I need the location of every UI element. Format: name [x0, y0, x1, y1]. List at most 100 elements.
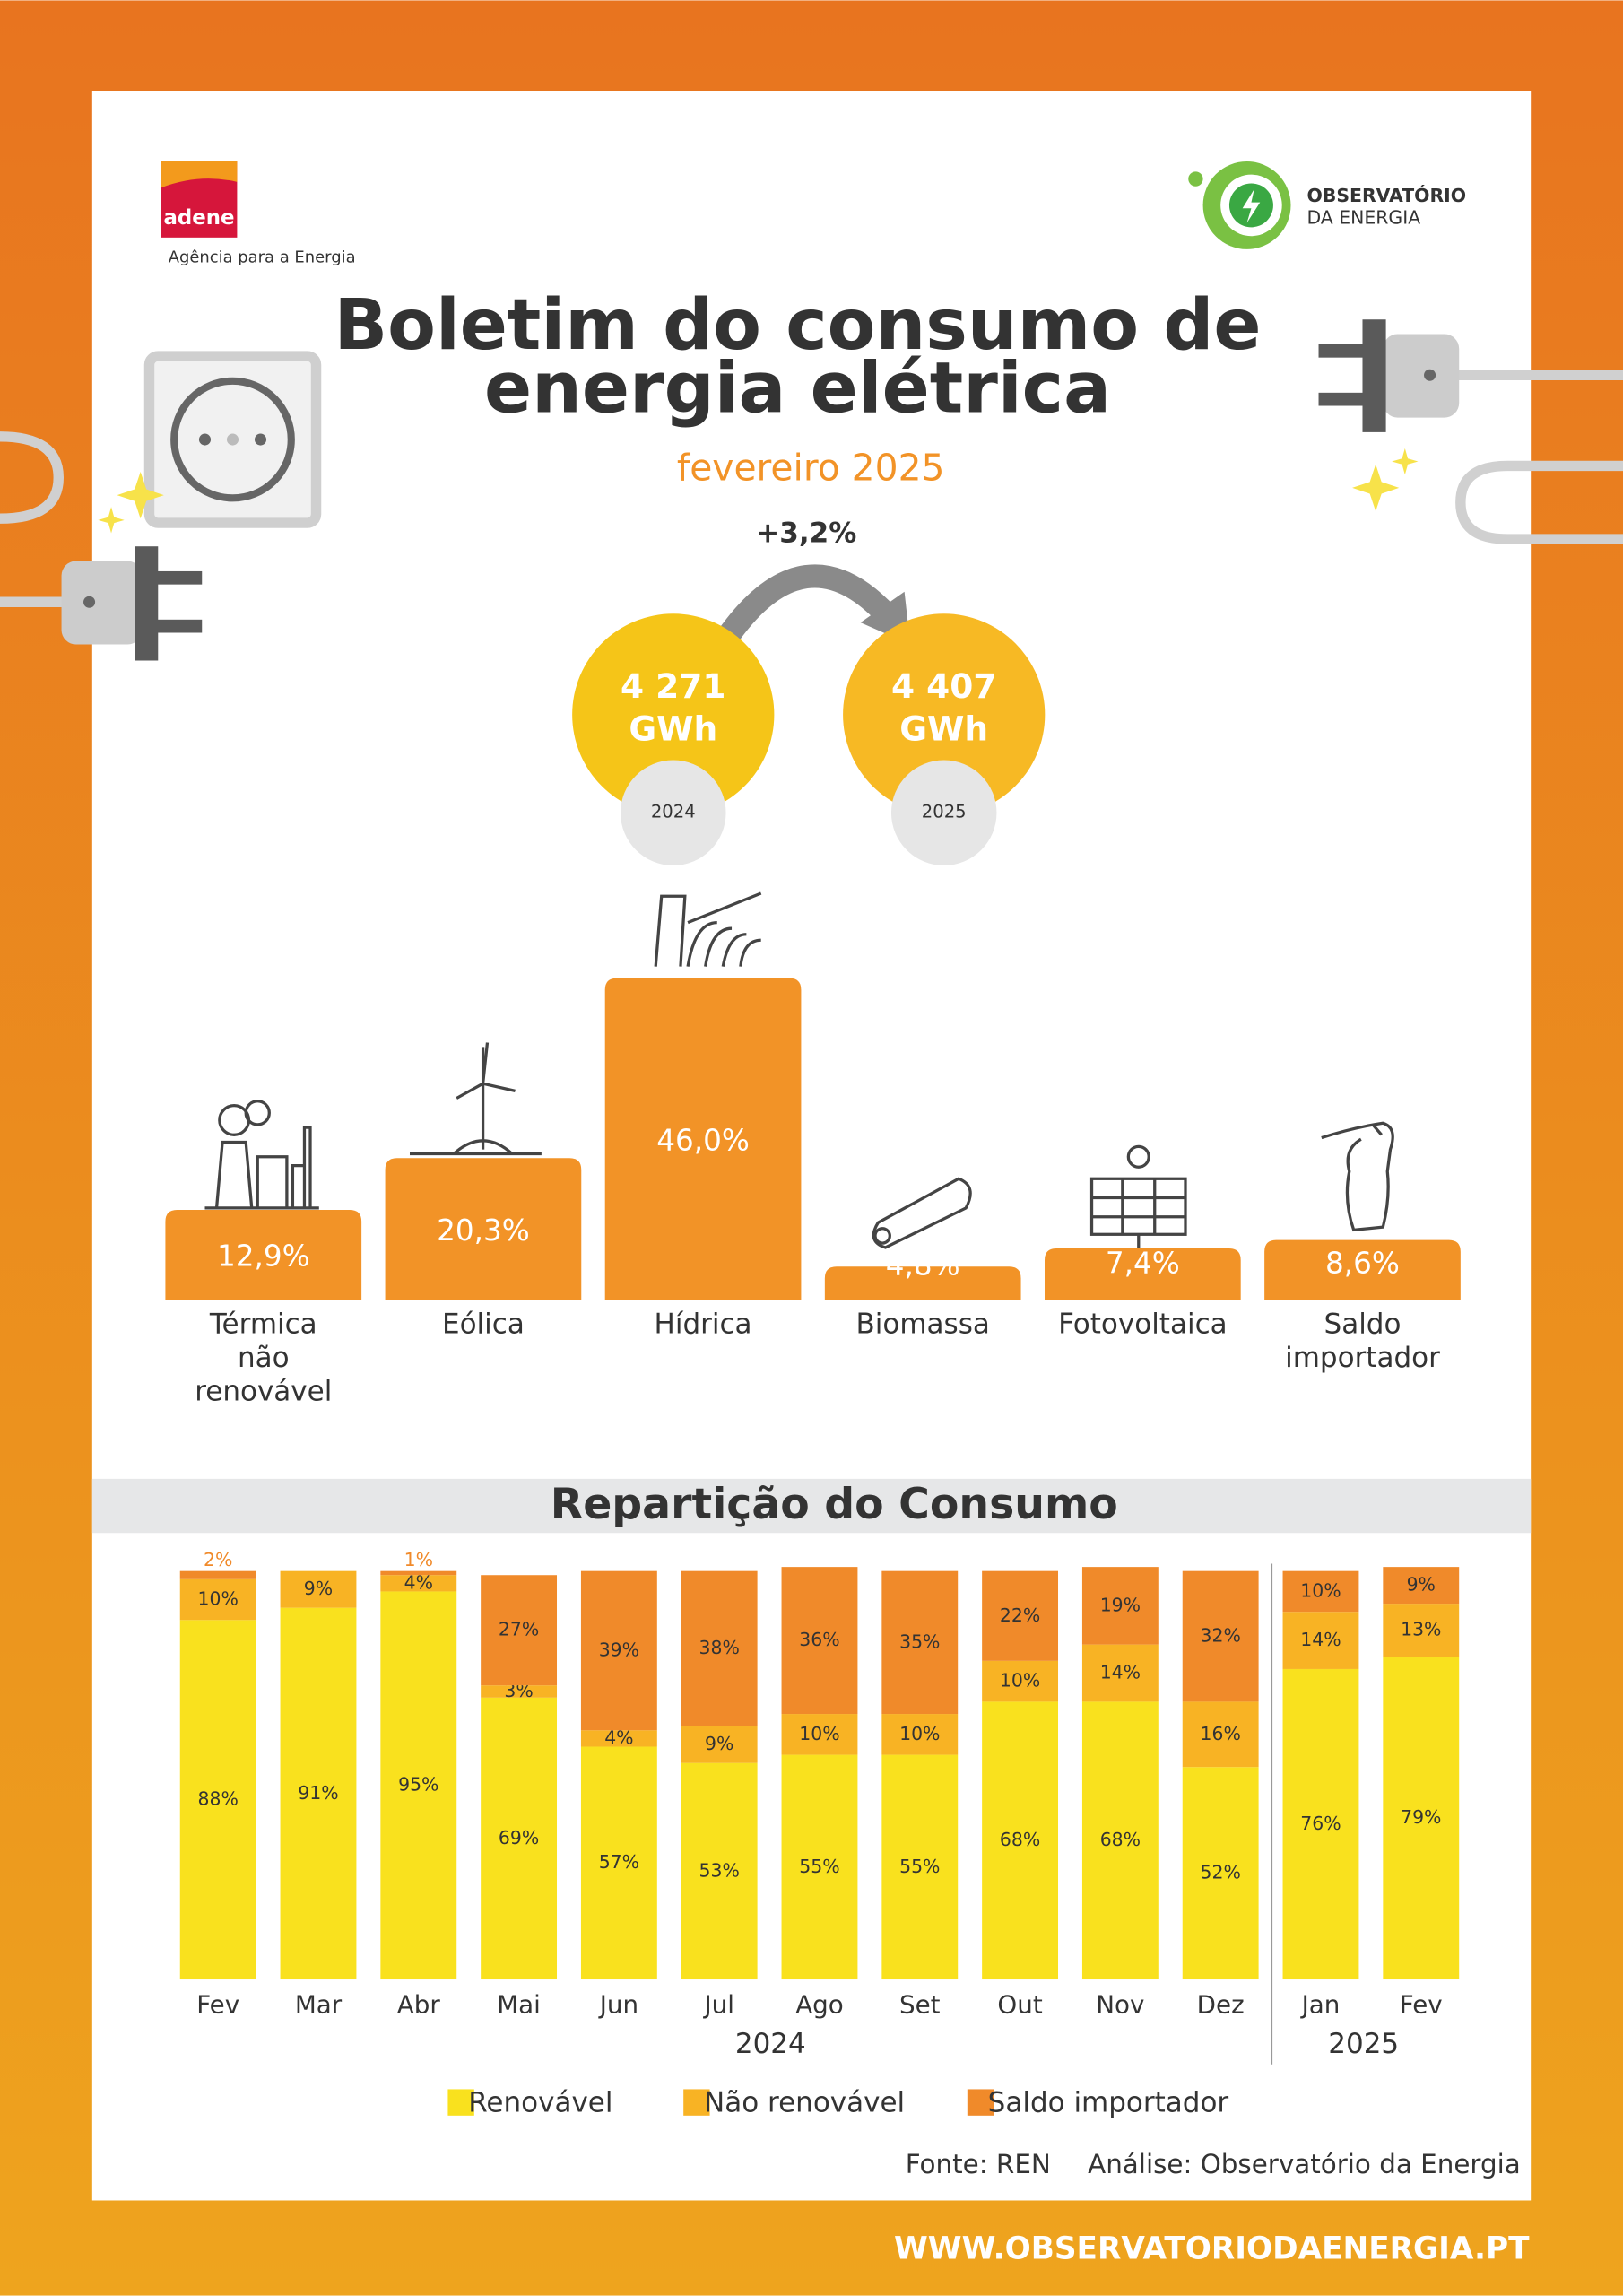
- category-label-line: Eólica: [442, 1308, 525, 1340]
- data-label: 46,0%: [656, 1123, 750, 1157]
- data-label: 10%: [198, 1588, 239, 1610]
- data-label: 4%: [604, 1726, 633, 1748]
- data-label: 12,9%: [217, 1239, 310, 1274]
- x-tick-label: Mar: [295, 1989, 343, 2019]
- legend-label: Saldo importador: [988, 2086, 1229, 2118]
- section-title: Repartição do Consumo: [551, 1480, 1118, 1529]
- logo-text: DA ENERGIA: [1306, 207, 1420, 229]
- x-tick-label: Fev: [1400, 1989, 1443, 2019]
- data-label: 13%: [1401, 1619, 1441, 1640]
- data-label: 9%: [705, 1733, 733, 1754]
- category-label: Térmica não renovável: [195, 1308, 332, 1407]
- logo-adene: adene Agência para a Energia: [161, 161, 356, 267]
- data-label: 9%: [304, 1578, 333, 1599]
- bar-segment: [280, 1607, 357, 1980]
- bar-segment: [179, 1570, 256, 1579]
- category-label-line: não: [238, 1342, 290, 1374]
- bar-segment: [1383, 1604, 1460, 1657]
- logo-text: OBSERVATÓRIO: [1306, 184, 1466, 206]
- bar: [604, 978, 802, 1300]
- data-label: 7,4%: [1106, 1247, 1180, 1281]
- category-label-line: Biomassa: [856, 1308, 990, 1340]
- data-label: 22%: [1000, 1605, 1040, 1626]
- x-tick-label: Mai: [497, 1989, 541, 2019]
- comparison-year: 2025: [922, 802, 967, 822]
- category-label-line: Hídrica: [655, 1308, 752, 1340]
- bar-segment: [1383, 1567, 1460, 1605]
- bar-segment: [881, 1714, 959, 1755]
- bar-segment: [580, 1730, 657, 1747]
- bar-segment: [481, 1575, 558, 1686]
- category-label-line: Saldo: [1324, 1308, 1402, 1340]
- title: Boletim do consumo de: [334, 284, 1261, 366]
- x-tick-label: Ago: [795, 1989, 844, 2019]
- data-label: 19%: [1100, 1594, 1141, 1615]
- data-label: 10%: [1300, 1579, 1341, 1601]
- bar-segment: [982, 1570, 1059, 1661]
- group-label: 2024: [735, 2028, 806, 2060]
- data-label: 20,3%: [437, 1213, 530, 1248]
- bar: [1264, 1239, 1461, 1300]
- bar-segment: [481, 1697, 558, 1980]
- data-label: 39%: [599, 1639, 639, 1660]
- bar-segment: [481, 1685, 558, 1698]
- data-label: 2%: [204, 1549, 232, 1570]
- data-label: 88%: [198, 1788, 239, 1810]
- category-label: Biomassa: [856, 1308, 990, 1340]
- x-tick-label: Nov: [1096, 1989, 1144, 2019]
- category-label-line: Fotovoltaica: [1058, 1308, 1228, 1340]
- bar-segment: [1282, 1612, 1359, 1669]
- analysis: Análise: Observatório da Energia: [1088, 2149, 1521, 2179]
- x-tick-label: Fev: [196, 1989, 239, 2019]
- data-label: 10%: [799, 1723, 839, 1744]
- legend-label: Não renovável: [704, 2086, 905, 2118]
- source-icons: [204, 891, 1394, 1249]
- logo-observatorio: OBSERVATÓRIO DA ENERGIA: [1188, 161, 1466, 249]
- data-label: 57%: [599, 1851, 639, 1873]
- x-tick-label: Jun: [598, 1989, 638, 2019]
- data-label: 27%: [499, 1619, 539, 1640]
- comparison-value: 4 407: [891, 666, 996, 706]
- bar-segment: [1282, 1570, 1359, 1613]
- bar-segment: [1383, 1657, 1460, 1980]
- comparison-value: 4 271: [621, 666, 725, 706]
- data-label: 69%: [499, 1827, 539, 1848]
- category-label-line: renovável: [195, 1375, 332, 1407]
- comparison-unit: GWh: [899, 709, 988, 748]
- data-label: 68%: [1000, 1829, 1040, 1850]
- category-label: Eólica: [442, 1308, 525, 1340]
- bar-segment: [781, 1714, 858, 1755]
- data-label: 68%: [1100, 1829, 1141, 1850]
- bar-segment: [1182, 1767, 1259, 1980]
- legend-swatch: [967, 2089, 994, 2116]
- bar-segment: [280, 1570, 357, 1608]
- bar-segment: [982, 1660, 1059, 1702]
- source: Fonte: REN: [906, 2149, 1051, 2179]
- x-tick-label: Dez: [1197, 1989, 1245, 2019]
- bar-segment: [1182, 1570, 1259, 1702]
- legend-swatch: [447, 2089, 474, 2116]
- data-label: 9%: [1407, 1574, 1436, 1596]
- bar-segment: [1282, 1668, 1359, 1980]
- bar: [385, 1158, 582, 1300]
- title: energia elétrica: [484, 347, 1111, 429]
- data-label: 35%: [899, 1631, 940, 1652]
- bar-segment: [380, 1575, 457, 1592]
- legend-label: Renovável: [468, 2086, 612, 2118]
- bar-segment: [881, 1754, 959, 1980]
- x-tick-label: Abr: [397, 1989, 441, 2019]
- logo-caption: Agência para a Energia: [169, 248, 356, 267]
- data-label: 95%: [398, 1774, 438, 1796]
- subtitle: fevereiro 2025: [677, 446, 945, 489]
- data-label: 32%: [1201, 1625, 1241, 1647]
- bar-segment: [1081, 1701, 1159, 1980]
- bar-segment: [380, 1591, 457, 1980]
- data-label: 55%: [799, 1856, 839, 1877]
- bar: [1044, 1248, 1241, 1300]
- category-label-line: importador: [1285, 1342, 1440, 1374]
- bar-segment: [881, 1570, 959, 1715]
- data-label: 76%: [1300, 1813, 1341, 1834]
- bar-segment: [781, 1754, 858, 1980]
